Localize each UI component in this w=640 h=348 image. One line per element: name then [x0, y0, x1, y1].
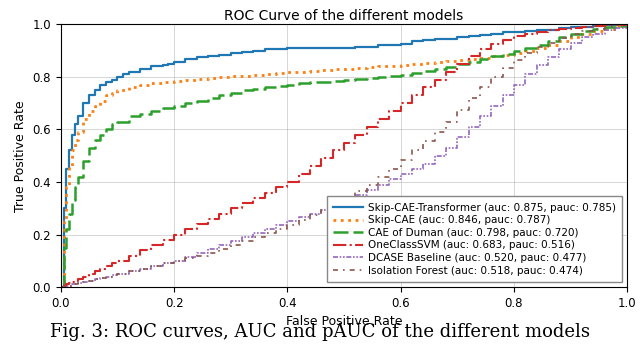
CAE of Duman (auc: 0.798, pauc: 0.720): (0.03, 0.42): 0.798, pauc: 0.720): (0.03, 0.42) — [74, 175, 82, 179]
OneClassSVM (auc: 0.683, pauc: 0.516): (0.06, 0.06): 0.683, pauc: 0.516): (0.06, 0.06) — [91, 269, 99, 274]
DCASE Baseline (auc: 0.520, pauc: 0.477): (0.52, 0.35): 0.520, pauc: 0.477): (0.52, 0.35) — [351, 193, 359, 197]
CAE of Duman (auc: 0.798, pauc: 0.720): (0.14, 0.66): 0.798, pauc: 0.720): (0.14, 0.66) — [136, 112, 144, 116]
OneClassSVM (auc: 0.683, pauc: 0.516): (0.68, 0.82): 0.683, pauc: 0.516): (0.68, 0.82) — [442, 70, 450, 74]
Isolation Forest (auc: 0.518, pauc: 0.474): (1, 1): 0.518, pauc: 0.474): (1, 1) — [623, 22, 631, 26]
CAE of Duman (auc: 0.798, pauc: 0.720): (0.06, 0.56): 0.798, pauc: 0.720): (0.06, 0.56) — [91, 138, 99, 142]
Skip-CAE (auc: 0.846, pauc: 0.787): (0.14, 0.77): 0.846, pauc: 0.787): (0.14, 0.77) — [136, 83, 144, 87]
DCASE Baseline (auc: 0.520, pauc: 0.477): (0, 0): 0.520, pauc: 0.477): (0, 0) — [57, 285, 65, 289]
DCASE Baseline (auc: 0.520, pauc: 0.477): (0.74, 0.65): 0.520, pauc: 0.477): (0.74, 0.65) — [476, 114, 484, 118]
Isolation Forest (auc: 0.518, pauc: 0.474): (0.62, 0.52): 0.518, pauc: 0.474): (0.62, 0.52) — [408, 148, 416, 152]
Line: Isolation Forest (auc: 0.518, pauc: 0.474): Isolation Forest (auc: 0.518, pauc: 0.47… — [61, 24, 627, 287]
OneClassSVM (auc: 0.683, pauc: 0.516): (0.14, 0.14): 0.683, pauc: 0.516): (0.14, 0.14) — [136, 248, 144, 252]
Skip-CAE-Transformer (auc: 0.875, pauc: 0.785): (0.44, 0.91): 0.875, pauc: 0.785): (0.44, 0.91) — [306, 46, 314, 50]
OneClassSVM (auc: 0.683, pauc: 0.516): (0, 0): 0.683, pauc: 0.516): (0, 0) — [57, 285, 65, 289]
Skip-CAE-Transformer (auc: 0.875, pauc: 0.785): (0.36, 0.905): 0.875, pauc: 0.785): (0.36, 0.905) — [261, 47, 269, 52]
Skip-CAE (auc: 0.846, pauc: 0.787): (0.44, 0.823): 0.846, pauc: 0.787): (0.44, 0.823) — [306, 69, 314, 73]
DCASE Baseline (auc: 0.520, pauc: 0.477): (1, 1): 0.520, pauc: 0.477): (1, 1) — [623, 22, 631, 26]
CAE of Duman (auc: 0.798, pauc: 0.720): (0.68, 0.838): 0.798, pauc: 0.720): (0.68, 0.838) — [442, 65, 450, 69]
Line: OneClassSVM (auc: 0.683, pauc: 0.516): OneClassSVM (auc: 0.683, pauc: 0.516) — [61, 24, 627, 287]
Skip-CAE-Transformer (auc: 0.875, pauc: 0.785): (0.56, 0.92): 0.875, pauc: 0.785): (0.56, 0.92) — [374, 43, 382, 47]
DCASE Baseline (auc: 0.520, pauc: 0.477): (0.58, 0.41): 0.520, pauc: 0.477): (0.58, 0.41) — [385, 177, 393, 181]
CAE of Duman (auc: 0.798, pauc: 0.720): (1, 1): 0.798, pauc: 0.720): (1, 1) — [623, 22, 631, 26]
Skip-CAE (auc: 0.846, pauc: 0.787): (0.06, 0.69): 0.846, pauc: 0.787): (0.06, 0.69) — [91, 104, 99, 108]
Skip-CAE-Transformer (auc: 0.875, pauc: 0.785): (0.54, 0.915): 0.875, pauc: 0.785): (0.54, 0.915) — [363, 45, 371, 49]
Line: Skip-CAE (auc: 0.846, pauc: 0.787): Skip-CAE (auc: 0.846, pauc: 0.787) — [61, 24, 627, 287]
Skip-CAE (auc: 0.846, pauc: 0.787): (1, 1): 0.846, pauc: 0.787): (1, 1) — [623, 22, 631, 26]
CAE of Duman (auc: 0.798, pauc: 0.720): (0.44, 0.78): 0.798, pauc: 0.720): (0.44, 0.78) — [306, 80, 314, 84]
DCASE Baseline (auc: 0.520, pauc: 0.477): (0.01, 0.005): 0.520, pauc: 0.477): (0.01, 0.005) — [63, 284, 70, 288]
DCASE Baseline (auc: 0.520, pauc: 0.477): (0.3, 0.175): 0.520, pauc: 0.477): (0.3, 0.175) — [227, 239, 235, 243]
Line: CAE of Duman (auc: 0.798, pauc: 0.720): CAE of Duman (auc: 0.798, pauc: 0.720) — [61, 24, 627, 287]
Skip-CAE (auc: 0.846, pauc: 0.787): (0.03, 0.59): 0.846, pauc: 0.787): (0.03, 0.59) — [74, 130, 82, 134]
Skip-CAE (auc: 0.846, pauc: 0.787): (0, 0): 0.846, pauc: 0.787): (0, 0) — [57, 285, 65, 289]
Isolation Forest (auc: 0.518, pauc: 0.474): (0, 0): 0.518, pauc: 0.474): (0, 0) — [57, 285, 65, 289]
Text: Fig. 3: ROC curves, AUC and pAUC of the different models: Fig. 3: ROC curves, AUC and pAUC of the … — [50, 323, 590, 341]
Isolation Forest (auc: 0.518, pauc: 0.474): (0.74, 0.762): 0.518, pauc: 0.474): (0.74, 0.762) — [476, 85, 484, 89]
OneClassSVM (auc: 0.683, pauc: 0.516): (1, 1): 0.683, pauc: 0.516): (1, 1) — [623, 22, 631, 26]
Isolation Forest (auc: 0.518, pauc: 0.474): (0.3, 0.16): 0.518, pauc: 0.474): (0.3, 0.16) — [227, 243, 235, 247]
Title: ROC Curve of the different models: ROC Curve of the different models — [225, 9, 463, 23]
X-axis label: False Positive Rate: False Positive Rate — [285, 315, 403, 329]
Skip-CAE-Transformer (auc: 0.875, pauc: 0.785): (0, 0): 0.875, pauc: 0.785): (0, 0) — [57, 285, 65, 289]
Y-axis label: True Positive Rate: True Positive Rate — [14, 100, 27, 212]
CAE of Duman (auc: 0.798, pauc: 0.720): (0.01, 0.22): 0.798, pauc: 0.720): (0.01, 0.22) — [63, 227, 70, 231]
DCASE Baseline (auc: 0.520, pauc: 0.477): (0.62, 0.45): 0.520, pauc: 0.477): (0.62, 0.45) — [408, 167, 416, 171]
OneClassSVM (auc: 0.683, pauc: 0.516): (0.01, 0.01): 0.683, pauc: 0.516): (0.01, 0.01) — [63, 282, 70, 286]
Skip-CAE-Transformer (auc: 0.875, pauc: 0.785): (1, 1): 0.875, pauc: 0.785): (1, 1) — [623, 22, 631, 26]
Skip-CAE-Transformer (auc: 0.875, pauc: 0.785): (0.26, 0.88): 0.875, pauc: 0.785): (0.26, 0.88) — [204, 54, 212, 58]
Line: DCASE Baseline (auc: 0.520, pauc: 0.477): DCASE Baseline (auc: 0.520, pauc: 0.477) — [61, 24, 627, 287]
Isolation Forest (auc: 0.518, pauc: 0.474): (0.58, 0.45): 0.518, pauc: 0.474): (0.58, 0.45) — [385, 167, 393, 171]
Isolation Forest (auc: 0.518, pauc: 0.474): (0.01, 0.005): 0.518, pauc: 0.474): (0.01, 0.005) — [63, 284, 70, 288]
Isolation Forest (auc: 0.518, pauc: 0.474): (0.52, 0.365): 0.518, pauc: 0.474): (0.52, 0.365) — [351, 189, 359, 193]
OneClassSVM (auc: 0.683, pauc: 0.516): (0.03, 0.03): 0.683, pauc: 0.516): (0.03, 0.03) — [74, 277, 82, 281]
Skip-CAE (auc: 0.846, pauc: 0.787): (0.01, 0.38): 0.846, pauc: 0.787): (0.01, 0.38) — [63, 185, 70, 189]
Line: Skip-CAE-Transformer (auc: 0.875, pauc: 0.785): Skip-CAE-Transformer (auc: 0.875, pauc: … — [61, 24, 627, 287]
Legend: Skip-CAE-Transformer (auc: 0.875, pauc: 0.785), Skip-CAE (auc: 0.846, pauc: 0.78: Skip-CAE-Transformer (auc: 0.875, pauc: … — [327, 196, 622, 282]
CAE of Duman (auc: 0.798, pauc: 0.720): (0, 0): 0.798, pauc: 0.720): (0, 0) — [57, 285, 65, 289]
Skip-CAE-Transformer (auc: 0.875, pauc: 0.785): (0.05, 0.73): 0.875, pauc: 0.785): (0.05, 0.73) — [85, 93, 93, 97]
OneClassSVM (auc: 0.683, pauc: 0.516): (0.44, 0.46): 0.683, pauc: 0.516): (0.44, 0.46) — [306, 164, 314, 168]
Skip-CAE (auc: 0.846, pauc: 0.787): (0.68, 0.86): 0.846, pauc: 0.787): (0.68, 0.86) — [442, 59, 450, 63]
